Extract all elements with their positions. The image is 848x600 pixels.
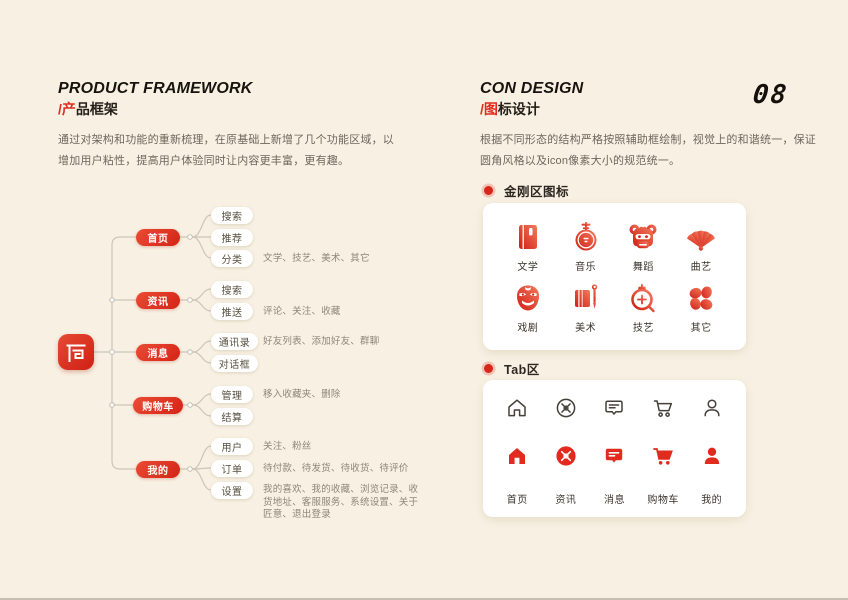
child-mine-user: 用户 [211,438,253,455]
child-cart-checkout: 结算 [211,408,253,425]
lion-head-icon [629,224,657,249]
kk-cell-music: 音乐 [557,215,615,277]
child-msg-dialog: 对话框 [211,355,258,372]
clover-icon [689,286,713,310]
note-user: 关注、粉丝 [263,441,312,452]
kk-label: 音乐 [575,261,597,273]
book-icon [518,224,537,249]
section-kingkong-header: 金刚区图标 [484,181,569,200]
right-title: CON DESIGN [480,80,584,97]
right-section-header: CON DESIGN /图标设计 根据不同形态的结构严格按照辅助框绘制，视觉上的… [480,80,825,172]
tab-col-news: 资讯 [542,395,591,506]
kingkong-icon-card: 文学 音乐 舞蹈 [483,203,746,350]
home-outline-icon [508,399,527,417]
child-home-category: 分类 [211,250,253,267]
kingkong-label: 金刚区图标 [504,185,570,199]
branch-mine: 我的 [136,461,180,478]
note-push: 评论、关注、收藏 [263,306,341,317]
page-number: 08 [751,80,790,110]
cart-outline-icon [653,400,673,417]
child-cart-manage: 管理 [211,386,253,403]
kk-label: 其它 [690,323,712,335]
left-subtitle-rest: 品框架 [75,101,118,117]
right-subtitle: /图标设计 [480,101,825,118]
kk-cell-craft: 技艺 [615,277,673,339]
profile-filled-icon [704,447,719,464]
right-body-text: 根据不同形态的结构严格按照辅助框绘制，视觉上的和谐统一，保证圆角风格以及icon… [480,134,816,167]
folding-fan-icon [687,230,716,251]
opera-mask-icon [516,285,539,311]
message-filled-icon [606,448,623,463]
right-subtitle-rest: 标设计 [497,101,540,117]
kk-label: 美术 [575,323,597,335]
tab-item-label: 资讯 [555,495,577,506]
left-section-header: PRODUCT FRAMEWORK /产品框架 通过对架构和功能的重新梳理，在原… [58,80,403,172]
profile-outline-icon [704,399,720,417]
left-subtitle-accent: /产 [58,101,76,117]
branch-home: 首页 [136,229,180,246]
child-mine-settings: 设置 [211,482,253,499]
news-filled-icon [556,446,576,466]
kk-label: 戏剧 [517,323,539,335]
kk-label: 曲艺 [690,261,712,273]
note-order: 待付款、待发货、待收货、待评价 [263,463,409,474]
hoop-needle-icon [631,284,656,313]
right-subtitle-accent: /图 [480,101,498,117]
red-bullet-icon [484,364,493,373]
tab-item-label: 消息 [603,495,625,506]
kk-label: 文学 [517,261,539,273]
kk-label: 舞蹈 [632,261,654,273]
kk-cell-literature: 文学 [499,215,557,277]
note-contacts: 好友列表、添加好友、群聊 [263,336,380,347]
section-tab-header: Tab区 [484,359,540,378]
note-settings: 我的喜欢、我的收藏、浏览记录、收货地址、客服服务、系统设置、关于匠意、退出登录 [263,484,419,520]
kk-label: 技艺 [632,323,654,335]
tab-col-cart: 购物车 [639,395,688,506]
child-home-recommend: 推荐 [211,229,253,246]
news-outline-icon [556,398,576,418]
note-manage: 移入收藏夹、删除 [263,389,341,400]
home-filled-icon [509,448,526,464]
tab-item-label: 首页 [506,495,528,506]
child-home-search: 搜索 [211,207,253,224]
tab-label: Tab区 [504,363,540,377]
left-subtitle: /产品框架 [58,101,403,118]
kk-cell-other: 其它 [672,277,730,339]
left-body-text: 通过对架构和功能的重新梳理，在原基础上新增了几个功能区域，以增加用户粘性，提高用… [58,134,394,167]
branch-cart: 购物车 [133,397,183,414]
left-title: PRODUCT FRAMEWORK [58,80,253,97]
tab-col-profile: 我的 [687,395,736,506]
lute-icon [575,221,597,251]
note-category: 文学、技艺、美术、其它 [263,253,370,264]
scroll-brush-icon [574,284,597,309]
tab-col-message: 消息 [590,395,639,506]
child-news-push: 推送 [211,303,253,320]
cart-filled-icon [653,448,673,465]
child-news-search: 搜索 [211,281,253,298]
kk-cell-dance: 舞蹈 [615,215,673,277]
tab-item-label: 购物车 [647,495,679,506]
branch-message: 消息 [136,344,180,361]
child-mine-order: 订单 [211,460,253,477]
tab-item-label: 我的 [701,495,723,506]
message-outline-icon [605,400,624,415]
jiang-glyph-icon [66,344,86,362]
kk-cell-art: 美术 [557,277,615,339]
kk-cell-quyi: 曲艺 [672,215,730,277]
jiangyi-logo [58,334,94,370]
tab-icon-card: 首页 资讯 [483,380,746,517]
child-msg-contacts: 通讯录 [211,333,258,350]
red-bullet-icon [484,186,493,195]
tab-col-home: 首页 [493,395,542,506]
kk-cell-opera: 戏剧 [499,277,557,339]
branch-news: 资讯 [136,292,180,309]
